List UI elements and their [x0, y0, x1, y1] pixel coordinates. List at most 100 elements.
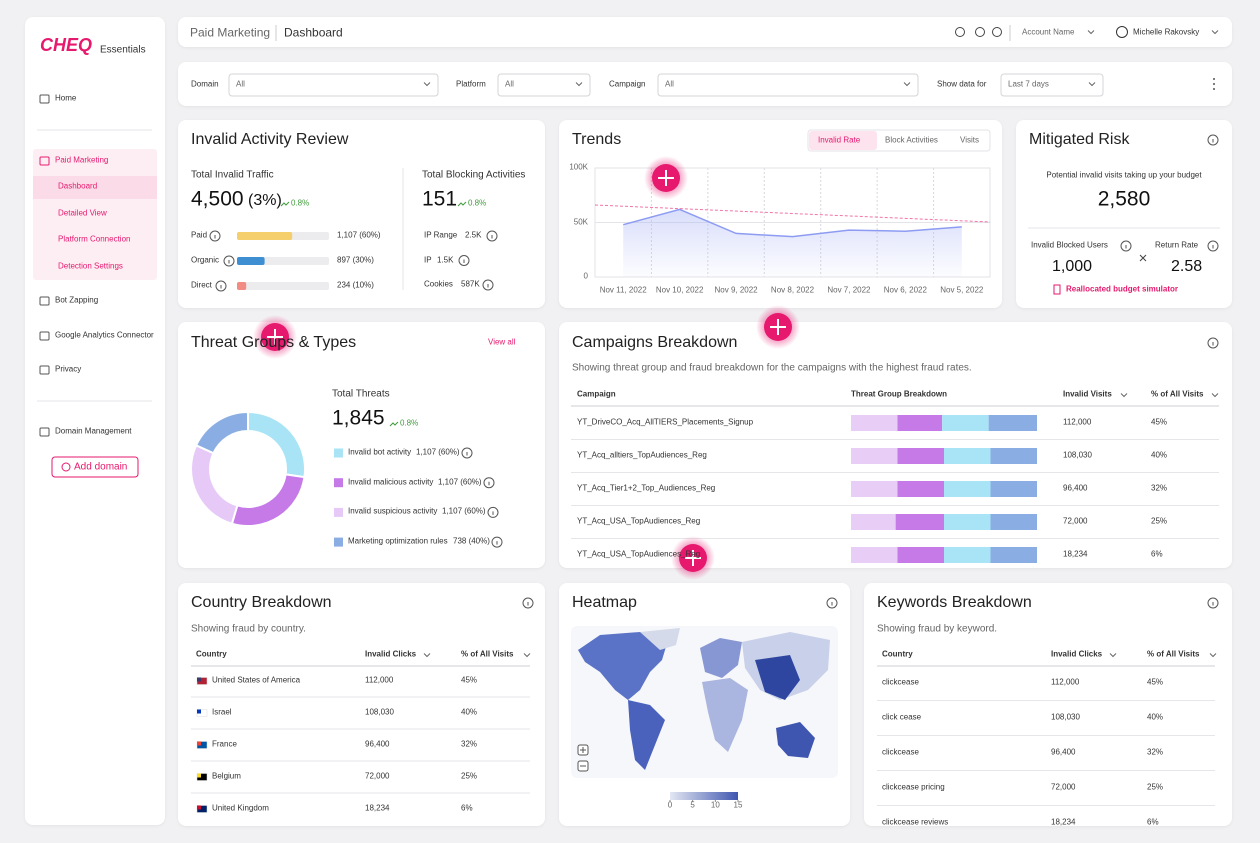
nav-subitem[interactable]: Detection Settings — [58, 261, 123, 271]
percent-visits: 40% — [1151, 450, 1168, 460]
nav-subitem[interactable]: Dashboard — [58, 181, 98, 191]
percent-visits: 25% — [1147, 782, 1164, 792]
metric-value: 4,500 — [191, 187, 244, 211]
y-tick-label: 0 — [583, 271, 588, 281]
source-label: Paid — [191, 230, 208, 240]
invalid-visits: 72,000 — [1063, 516, 1088, 526]
country-card — [178, 583, 545, 826]
metric-label: Invalid Blocked Users — [1031, 240, 1108, 250]
logo: CHEQ — [40, 35, 93, 56]
column-header: % of All Visits — [1147, 649, 1200, 659]
x-tick-label: Nov 6, 2022 — [883, 285, 927, 295]
nav-item[interactable]: Domain Management — [55, 426, 132, 436]
source-label: Organic — [191, 255, 220, 265]
row-name: clickcease — [882, 747, 919, 757]
scale-label: 10 — [710, 800, 720, 810]
threat-card — [178, 322, 545, 568]
metric-value: 1,000 — [1052, 258, 1093, 276]
source-label: Direct — [191, 280, 212, 290]
row-name: clickcease pricing — [882, 782, 945, 792]
topbar — [178, 17, 1232, 47]
legend-label: Invalid suspicious activity — [348, 506, 438, 516]
legend-label: Invalid malicious activity — [348, 477, 434, 487]
x-tick-label: Nov 10, 2022 — [655, 285, 704, 295]
filter-label: Campaign — [609, 79, 646, 89]
keywords-card — [864, 583, 1232, 826]
subtitle: Showing fraud by keyword. — [877, 623, 998, 635]
filter-value[interactable]: All — [236, 79, 245, 89]
link[interactable]: Reallocated budget simulator — [1066, 284, 1179, 294]
legend-value: 1,107 (60%) — [416, 447, 460, 457]
filter-label: Domain — [191, 79, 219, 89]
nav-subitem[interactable]: Platform Connection — [58, 234, 131, 244]
percent-visits: 25% — [461, 771, 478, 781]
campaign-name: YT_Acq_USA_TopAudiences_Reg — [577, 516, 701, 526]
blocking-label: IP — [424, 255, 432, 265]
invalid-visits: 18,234 — [1063, 549, 1088, 559]
link[interactable]: View all — [488, 337, 516, 347]
column-header: Invalid Clicks — [1051, 649, 1103, 659]
invalid-clicks: 72,000 — [1051, 782, 1076, 792]
card-title: Heatmap — [572, 594, 637, 612]
percent-visits: 32% — [1151, 483, 1168, 493]
breadcrumb: Dashboard — [284, 25, 343, 40]
x-tick-label: Nov 8, 2022 — [770, 285, 815, 295]
scale-label: 0 — [667, 800, 673, 810]
card-title: Invalid Activity Review — [191, 131, 349, 149]
percent-visits: 40% — [1147, 712, 1164, 722]
filter-value[interactable]: All — [505, 79, 514, 89]
source-value: 897 (30%) — [337, 255, 374, 265]
subtitle: Showing fraud by country. — [191, 623, 306, 635]
tab[interactable]: Block Activities — [885, 135, 938, 145]
invalid-clicks: 72,000 — [365, 771, 390, 781]
nav-item[interactable]: Privacy — [55, 364, 82, 374]
nav-subitem[interactable]: Detailed View — [58, 208, 107, 218]
y-tick-label: 100K — [569, 162, 588, 172]
tab[interactable]: Invalid Rate — [818, 135, 861, 145]
tab[interactable]: Visits — [960, 135, 979, 145]
column-header: Invalid Visits — [1063, 389, 1112, 399]
trends-card — [559, 120, 1002, 308]
percent-visits: 45% — [1151, 417, 1168, 427]
percent-visits: 6% — [1151, 549, 1163, 559]
y-tick-label: 50K — [573, 217, 588, 227]
column-header: % of All Visits — [461, 649, 514, 659]
row-name: United Kingdom — [212, 803, 269, 813]
campaigns-card — [559, 322, 1232, 568]
row-name: click cease — [882, 712, 922, 722]
card-title: Threat Groups & Types — [191, 334, 357, 352]
metric-value: 1,845 — [332, 406, 385, 430]
invalid-clicks: 112,000 — [365, 675, 394, 685]
column-header: Invalid Clicks — [365, 649, 417, 659]
blocking-label: IP Range — [424, 230, 458, 240]
legend-label: Invalid bot activity — [348, 447, 412, 457]
nav-item[interactable]: Home — [55, 93, 77, 103]
campaign-name: YT_Acq_USA_TopAudiences_Reg — [577, 549, 701, 559]
x-tick-label: Nov 9, 2022 — [714, 285, 758, 295]
user-menu[interactable]: Michelle Rakovsky — [1133, 27, 1200, 37]
blocking-value: 2.5K — [465, 230, 482, 240]
invalid-clicks: 108,030 — [365, 707, 394, 717]
nav-item[interactable]: Bot Zapping — [55, 295, 99, 305]
column-header: Threat Group Breakdown — [851, 389, 948, 399]
percent-visits: 25% — [1151, 516, 1168, 526]
legend-value: 738 (40%) — [453, 536, 490, 546]
invalid-visits: 96,400 — [1063, 483, 1088, 493]
invalid-visits: 108,030 — [1063, 450, 1092, 460]
nav-item[interactable]: Google Analytics Connector — [55, 330, 154, 340]
filter-value[interactable]: Last 7 days — [1008, 79, 1049, 89]
card-title: Country Breakdown — [191, 594, 332, 612]
add-domain[interactable]: Add domain — [74, 461, 128, 473]
scale-label: 15 — [733, 800, 743, 810]
nav-item[interactable]: Paid Marketing — [55, 155, 109, 165]
card-title: Campaigns Breakdown — [572, 334, 738, 352]
breadcrumb: Paid Marketing — [190, 25, 271, 40]
percent-visits: 45% — [1147, 677, 1164, 687]
invalid-visits: 112,000 — [1063, 417, 1092, 427]
campaign-name: YT_Acq_alltiers_TopAudiences_Reg — [577, 450, 707, 460]
legend-label: Marketing optimization rules — [348, 536, 448, 546]
filter-value[interactable]: All — [665, 79, 674, 89]
account-menu[interactable]: Account Name — [1022, 27, 1075, 37]
metric-change: 0.8% — [400, 418, 419, 428]
